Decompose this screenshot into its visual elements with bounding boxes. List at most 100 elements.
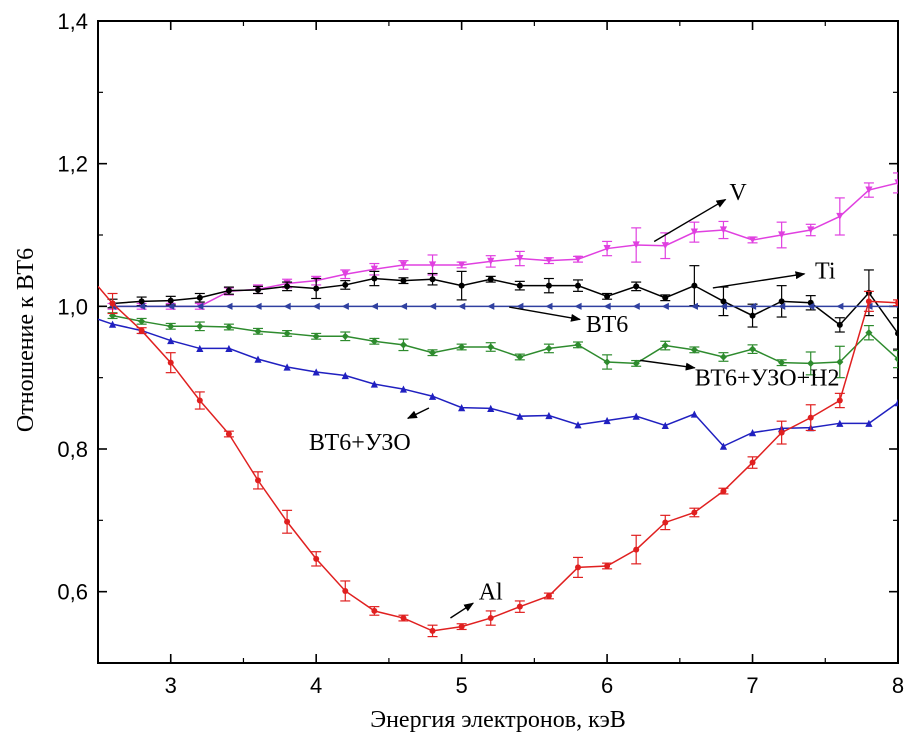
data-point (836, 212, 844, 221)
data-point (370, 265, 378, 273)
data-point (778, 302, 786, 310)
data-point (487, 276, 494, 283)
data-point (167, 336, 175, 345)
data-point (603, 358, 611, 366)
data-point (807, 359, 815, 367)
annotation-arrow (712, 271, 806, 289)
data-point (603, 244, 611, 253)
annotation-ВТ6+УЗО: ВТ6+УЗО (309, 407, 430, 456)
data-point (633, 283, 640, 290)
data-point (400, 277, 407, 284)
annotation-arrow (509, 306, 581, 322)
annotation-arrow (640, 359, 696, 371)
x-tick-label: 7 (746, 673, 758, 698)
annotation-label: ВТ6+УЗО (309, 430, 411, 456)
data-point (167, 302, 175, 310)
data-point (748, 302, 757, 310)
data-point (458, 302, 466, 310)
data-point (662, 519, 669, 526)
data-point (574, 302, 582, 310)
data-point (574, 341, 582, 349)
data-point (254, 302, 262, 310)
data-point (167, 359, 174, 366)
data-point (487, 615, 494, 622)
data-point (720, 298, 727, 305)
data-point (429, 627, 436, 634)
data-point (894, 179, 898, 187)
data-point (516, 302, 524, 310)
data-point (196, 322, 204, 330)
data-point (312, 332, 320, 340)
data-point (428, 302, 437, 310)
data-point (807, 226, 815, 234)
data-point (225, 302, 233, 310)
data-point (428, 261, 437, 269)
data-point (865, 419, 873, 427)
data-point (574, 421, 582, 429)
data-point (283, 302, 291, 310)
data-point (895, 299, 898, 306)
data-point (865, 298, 872, 305)
annotation-ВТ6+УЗО+Н2: ВТ6+УЗО+Н2 (640, 359, 839, 392)
data-point (632, 412, 640, 420)
y-tick-label: 1,0 (57, 294, 88, 319)
data-point (138, 298, 145, 305)
data-point (516, 282, 523, 289)
data-point (545, 257, 553, 265)
data-point (370, 380, 378, 388)
data-point (604, 293, 611, 300)
annotation-label: Ti (815, 259, 836, 285)
annotation-Ti: Ti (712, 259, 836, 289)
data-point (196, 302, 204, 310)
data-point (312, 302, 320, 310)
data-point (108, 312, 117, 320)
data-point (719, 226, 728, 234)
data-point (690, 302, 698, 310)
data-point (865, 186, 873, 194)
data-point (807, 414, 814, 421)
data-point (283, 329, 291, 338)
data-point (196, 294, 203, 301)
data-point (633, 546, 640, 553)
data-point (662, 294, 669, 301)
data-point (690, 228, 698, 236)
data-point (545, 282, 552, 289)
data-point (661, 341, 669, 350)
error-bar (893, 349, 898, 369)
data-point (458, 404, 466, 412)
data-point (138, 327, 145, 334)
data-point (313, 285, 320, 292)
data-point (399, 385, 408, 393)
data-point (632, 241, 640, 249)
data-point (225, 287, 232, 294)
data-point (894, 399, 898, 407)
error-bar (893, 317, 898, 350)
data-point (254, 355, 262, 363)
x-tick-label: 6 (601, 673, 613, 698)
data-point (836, 302, 844, 310)
data-point (545, 411, 553, 420)
data-point (603, 416, 611, 425)
data-point (225, 323, 233, 331)
x-tick-label: 3 (165, 673, 177, 698)
data-point (720, 488, 727, 495)
data-point (836, 419, 844, 427)
data-point (487, 404, 495, 412)
plot-frame (97, 20, 899, 664)
data-point (255, 477, 261, 484)
data-point (575, 282, 581, 289)
data-point (196, 397, 203, 404)
data-point (399, 261, 408, 269)
data-point (836, 321, 843, 328)
series-ВТ6+УЗО (98, 318, 898, 450)
data-point (138, 302, 146, 310)
data-point (371, 607, 378, 614)
data-point (691, 509, 698, 516)
data-point (255, 286, 261, 293)
data-point (138, 317, 146, 325)
plot-border (97, 20, 899, 664)
data-point (661, 421, 669, 430)
data-point (225, 431, 232, 438)
series-ВТ6+УЗО+Н2 (107, 312, 898, 379)
